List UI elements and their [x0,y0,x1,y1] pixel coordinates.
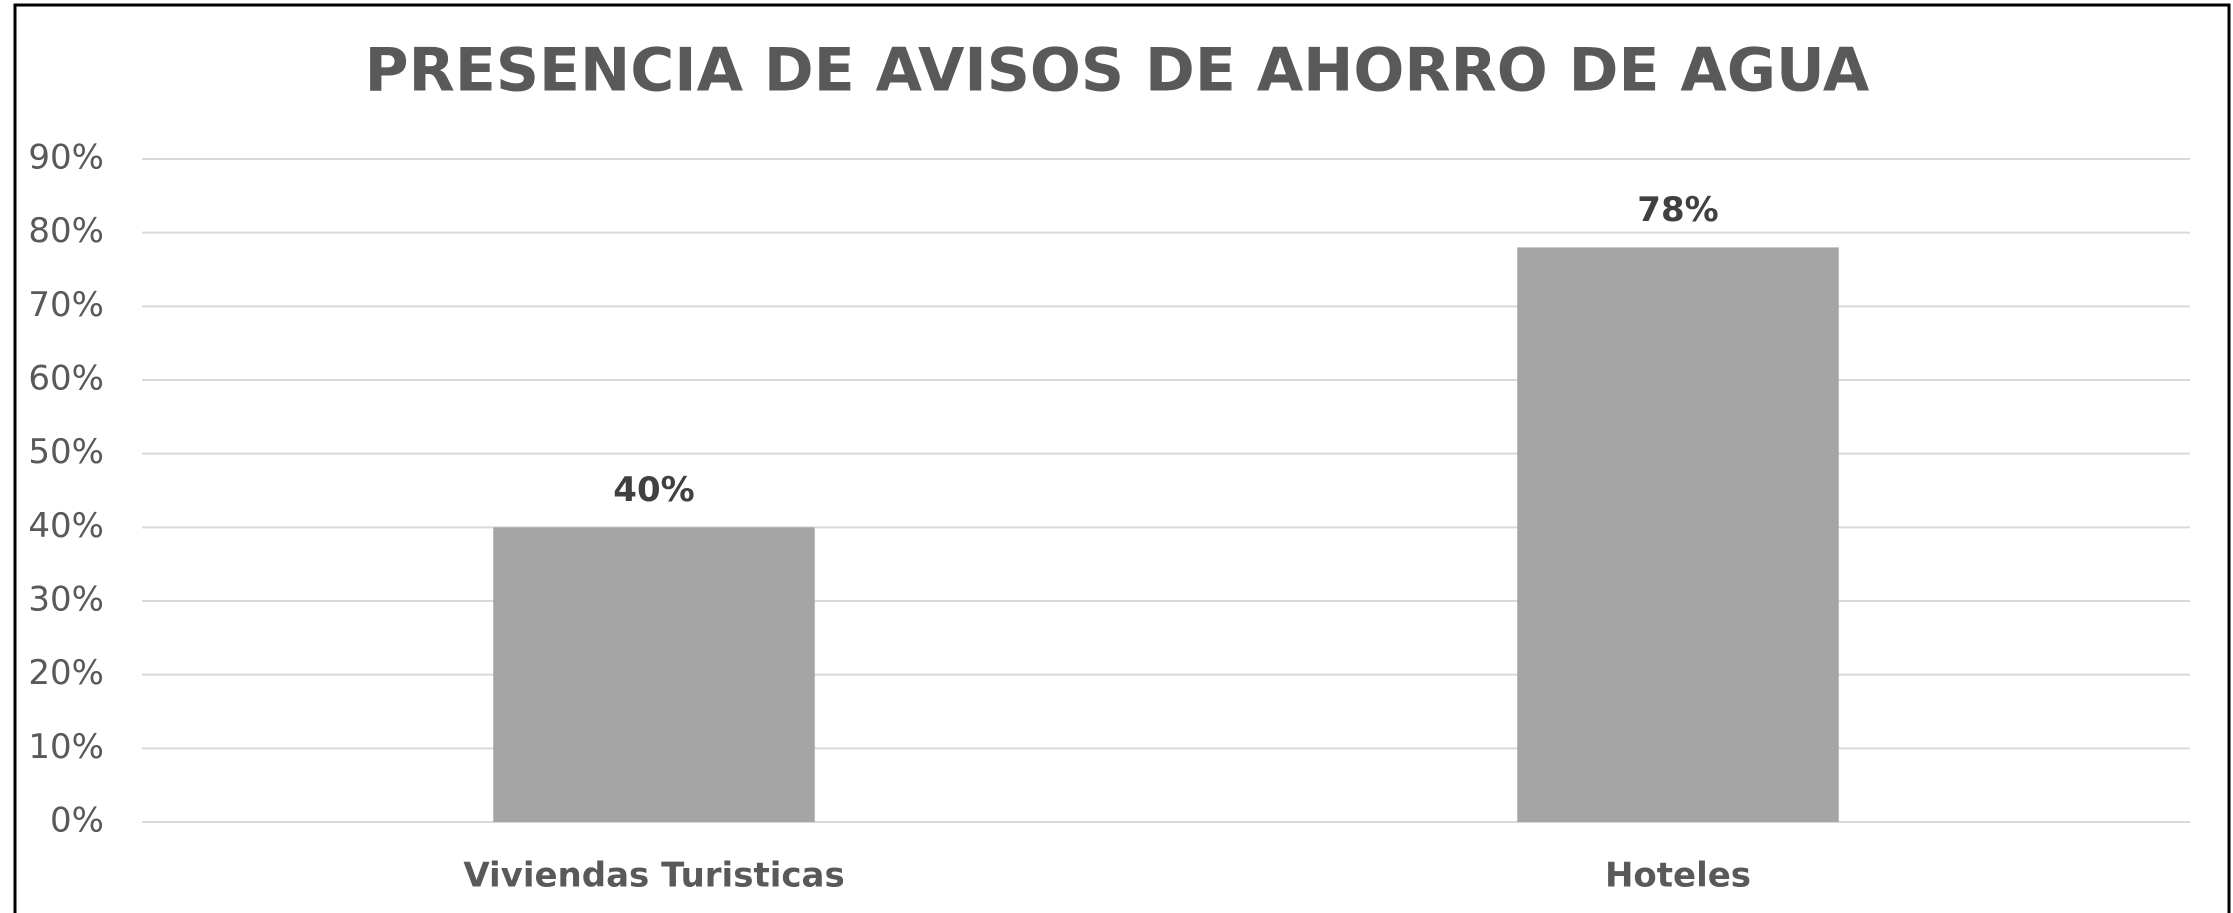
data-label: 78% [1637,190,1718,230]
bar [493,527,815,822]
y-tick-label: 20% [28,653,104,693]
y-tick-label: 90% [28,138,104,178]
y-tick-label: 40% [28,506,104,546]
bar [1517,247,1839,822]
y-tick-label: 70% [28,285,104,325]
y-tick-label: 80% [28,211,104,251]
x-tick-label: Hoteles [1605,856,1751,896]
y-tick-label: 0% [50,801,104,841]
chart-border [13,3,2231,913]
data-label: 40% [613,470,694,510]
chart-title: PRESENCIA DE AVISOS DE AHORRO DE AGUA [365,36,1870,106]
y-tick-label: 10% [28,727,104,767]
y-tick-label: 50% [28,432,104,472]
y-tick-label: 60% [28,359,104,399]
x-tick-label: Viviendas Turisticas [463,856,844,896]
y-tick-label: 30% [28,580,104,620]
